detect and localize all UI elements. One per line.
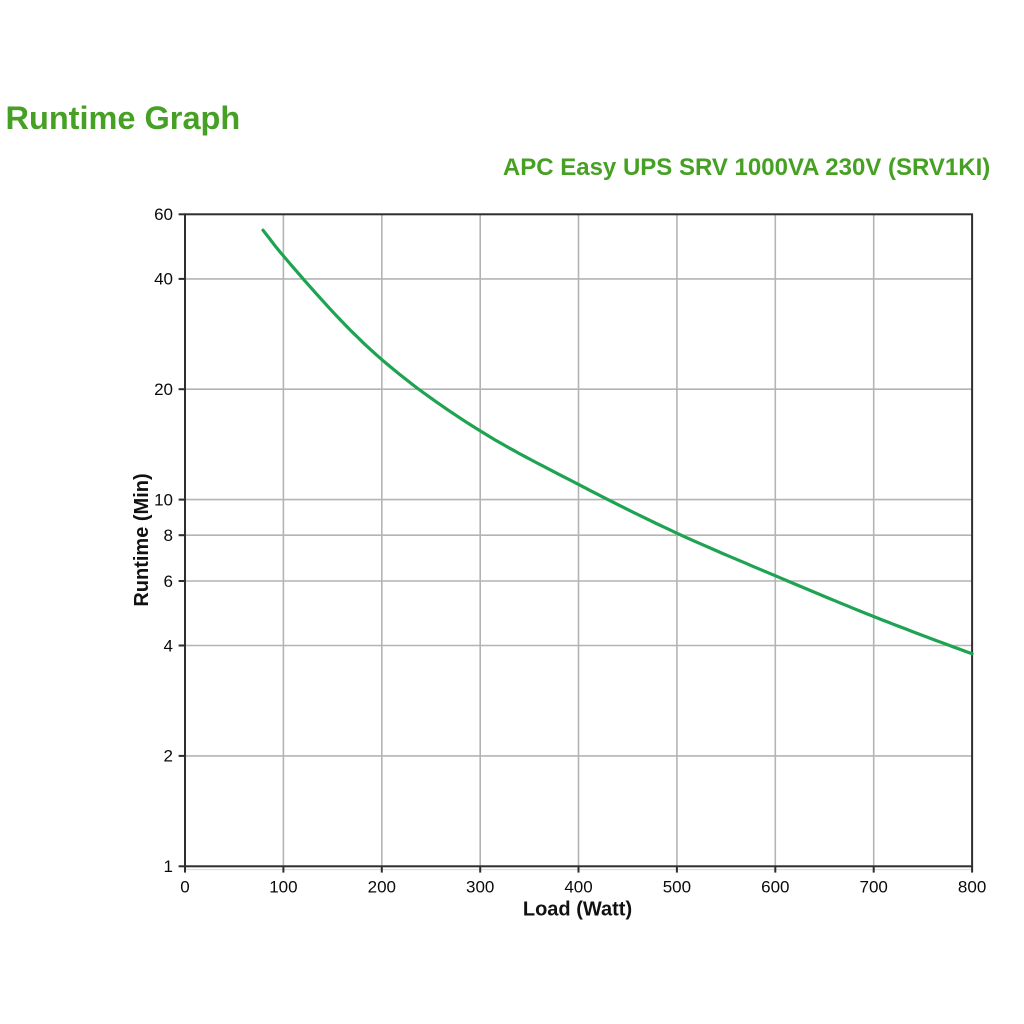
svg-text:500: 500 (663, 878, 691, 897)
svg-text:300: 300 (466, 878, 494, 897)
svg-text:200: 200 (368, 878, 396, 897)
svg-text:8: 8 (164, 526, 173, 545)
svg-text:1: 1 (164, 857, 173, 876)
svg-text:400: 400 (564, 878, 592, 897)
svg-text:0: 0 (180, 878, 189, 897)
svg-text:800: 800 (958, 878, 986, 897)
svg-text:100: 100 (269, 878, 297, 897)
svg-text:600: 600 (761, 878, 789, 897)
svg-text:60: 60 (154, 205, 173, 224)
svg-text:40: 40 (154, 270, 173, 289)
svg-text:Load (Watt): Load (Watt) (523, 899, 632, 921)
svg-text:10: 10 (154, 490, 173, 509)
svg-text:2: 2 (164, 747, 173, 766)
svg-text:4: 4 (164, 636, 173, 655)
svg-text:20: 20 (154, 380, 173, 399)
svg-text:6: 6 (164, 572, 173, 591)
svg-text:Runtime (Min): Runtime (Min) (131, 473, 153, 606)
svg-text:700: 700 (860, 878, 888, 897)
